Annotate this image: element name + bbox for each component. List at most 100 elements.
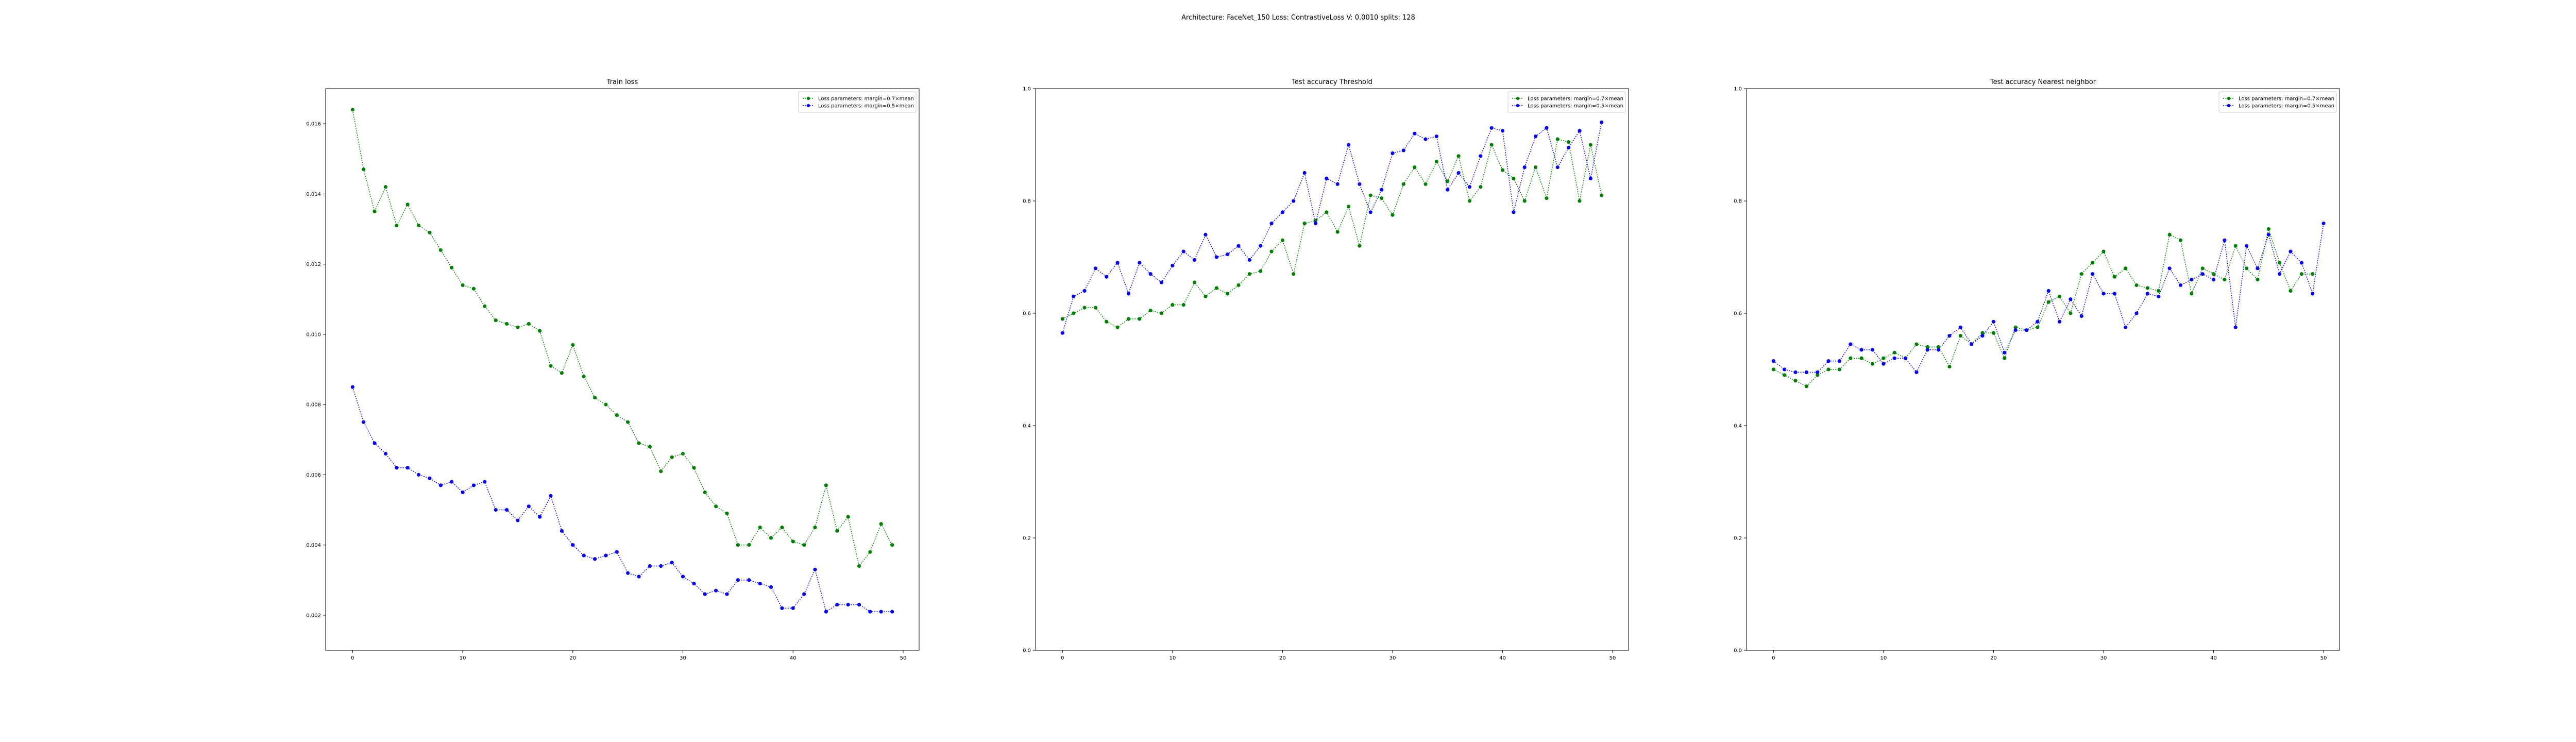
series-1-point xyxy=(2134,311,2139,315)
series-0-point xyxy=(2244,266,2249,271)
series-1-point xyxy=(1192,258,1197,262)
series-0-point xyxy=(2178,238,2183,242)
series-1-point xyxy=(1358,182,1362,186)
legend-marker xyxy=(1516,104,1520,108)
y-tick-label: 0.4 xyxy=(1734,424,1742,429)
legend-marker xyxy=(806,104,810,108)
series-0-point xyxy=(2289,289,2293,293)
series-1-point xyxy=(483,480,487,484)
series-1-point xyxy=(2057,319,2062,324)
series-0-point xyxy=(560,371,564,375)
series-0-point xyxy=(1391,213,1395,217)
series-0-point xyxy=(2256,278,2260,282)
series-0-point xyxy=(637,441,641,445)
series-0-point xyxy=(1522,199,1527,203)
x-tick-label: 10 xyxy=(1169,655,1176,661)
series-1-point xyxy=(2190,278,2194,282)
series-1-point xyxy=(1980,334,1985,338)
series-0-point xyxy=(2003,356,2007,360)
y-tick-label: 1.0 xyxy=(1023,87,1031,92)
series-0-point xyxy=(1980,331,1985,335)
series-1-point xyxy=(791,606,795,610)
series-0-point xyxy=(1434,160,1438,164)
series-1-point xyxy=(461,490,465,495)
x-tick-label: 20 xyxy=(1990,655,1997,661)
series-0-point xyxy=(1247,272,1251,276)
series-1-point xyxy=(714,588,718,593)
x-tick-label: 40 xyxy=(790,655,796,661)
legend-entry: Loss parameters: margin=0.7×mean xyxy=(2239,96,2334,102)
series-0-point xyxy=(835,529,839,533)
series-1-point xyxy=(1925,348,1929,352)
series-1-point xyxy=(1903,356,1908,360)
series-0-point xyxy=(362,167,366,172)
series-1-point xyxy=(1600,120,1604,124)
series-1-point xyxy=(1391,151,1395,155)
series-1-point xyxy=(780,606,784,610)
legend-entry: Loss parameters: margin=0.7×mean xyxy=(818,96,914,102)
series-1-point xyxy=(736,578,740,582)
series-0-point xyxy=(1236,283,1241,288)
series-0-point xyxy=(1302,222,1307,226)
series-0-point xyxy=(857,564,861,568)
series-1-point xyxy=(769,585,773,589)
series-0-point xyxy=(1401,182,1405,186)
series-0-point xyxy=(1379,196,1384,200)
series-1-point xyxy=(1970,342,1974,346)
series-0-point xyxy=(1882,356,1886,360)
series-0-point xyxy=(1600,193,1604,197)
series-0-point xyxy=(791,539,795,544)
chart-title: Test accuracy Threshold xyxy=(1291,78,1372,86)
series-1-point xyxy=(1269,222,1274,226)
series-1-point xyxy=(1115,261,1120,265)
series-0-point xyxy=(2102,249,2106,254)
series-0-point xyxy=(615,413,619,417)
series-0-point xyxy=(2266,227,2270,231)
legend-marker xyxy=(1516,96,1520,100)
series-1-point xyxy=(450,480,454,484)
series-0-point xyxy=(703,490,707,495)
series-1-point xyxy=(1870,348,1875,352)
legend-marker xyxy=(2227,104,2231,108)
series-0-point xyxy=(1413,165,1417,170)
series-0-point xyxy=(516,325,520,329)
series-0-point xyxy=(1335,230,1340,234)
legend-marker xyxy=(806,96,810,100)
series-1-point xyxy=(2223,238,2227,242)
series-0-point xyxy=(1489,143,1494,147)
series-1-point xyxy=(417,473,421,477)
series-0-point xyxy=(1138,317,1142,321)
x-tick-label: 30 xyxy=(2100,655,2107,661)
series-1-point xyxy=(1533,134,1538,139)
series-0-point xyxy=(1060,317,1064,321)
series-0-point xyxy=(1467,199,1472,203)
series-line-0 xyxy=(1062,139,1602,328)
series-0-point xyxy=(1126,317,1131,321)
series-0-point xyxy=(879,522,883,526)
series-1-point xyxy=(835,602,839,607)
series-0-point xyxy=(1280,238,1285,242)
series-0-point xyxy=(1533,165,1538,170)
series-0-point xyxy=(1816,373,1820,377)
series-1-point xyxy=(2289,249,2293,254)
series-0-point xyxy=(2057,294,2062,298)
series-1-point xyxy=(1826,359,1831,363)
series-0-point xyxy=(1269,249,1274,254)
series-0-point xyxy=(405,203,410,207)
series-1-point xyxy=(1413,131,1417,136)
series-0-point xyxy=(2299,272,2303,276)
series-0-point xyxy=(1837,367,1842,372)
series-1-point xyxy=(1555,165,1560,170)
series-0-point xyxy=(1512,176,1516,180)
series-0-point xyxy=(2124,266,2128,271)
series-line-1 xyxy=(1062,122,1602,333)
y-tick-label: 0.4 xyxy=(1023,424,1031,429)
series-1-point xyxy=(2299,261,2303,265)
series-1-point xyxy=(438,483,443,487)
series-1-point xyxy=(868,610,872,614)
series-0-point xyxy=(1555,137,1560,141)
series-1-point xyxy=(592,557,597,561)
series-0-point xyxy=(648,445,652,449)
series-1-point xyxy=(1401,148,1405,153)
series-0-point xyxy=(1325,210,1329,214)
